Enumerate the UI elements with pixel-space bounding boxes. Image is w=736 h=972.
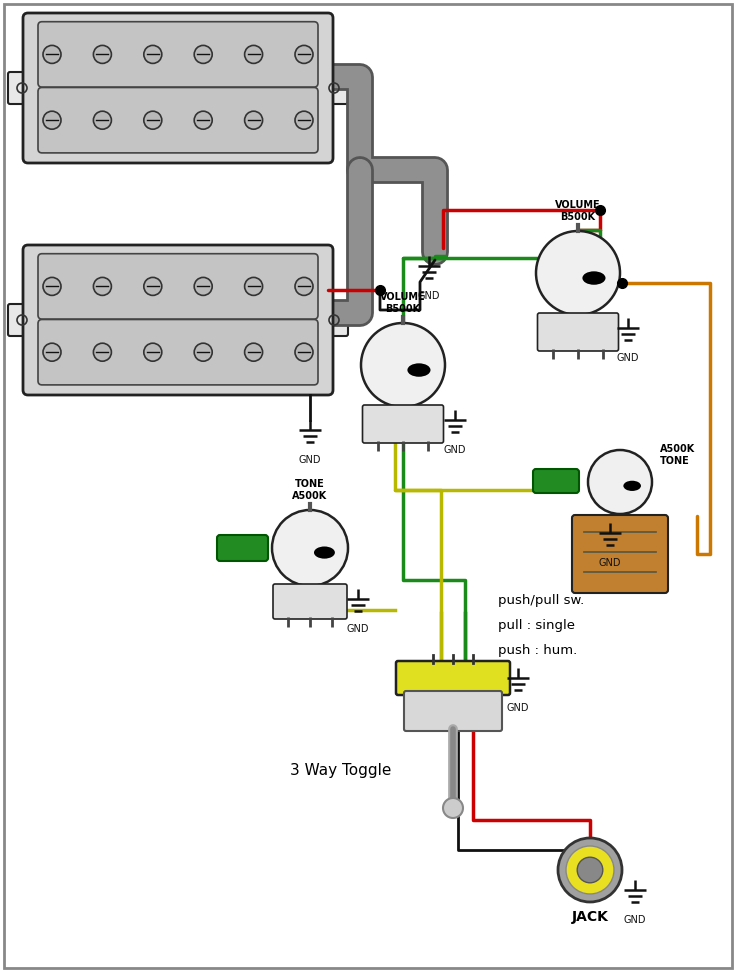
Circle shape [244,343,263,362]
FancyBboxPatch shape [23,13,333,163]
FancyBboxPatch shape [23,245,333,395]
FancyBboxPatch shape [273,584,347,619]
Circle shape [194,343,212,362]
FancyBboxPatch shape [217,535,268,561]
Circle shape [194,46,212,63]
Ellipse shape [314,546,335,559]
Text: GND: GND [599,558,621,568]
Circle shape [295,111,313,129]
Circle shape [536,231,620,315]
Text: GND: GND [347,624,369,634]
FancyBboxPatch shape [572,515,668,593]
Text: push/pull sw.: push/pull sw. [498,594,584,607]
Ellipse shape [582,271,606,285]
Text: GND: GND [623,915,646,925]
Circle shape [43,277,61,295]
Circle shape [43,46,61,63]
FancyBboxPatch shape [537,313,618,351]
Circle shape [244,46,263,63]
Circle shape [93,343,111,362]
FancyBboxPatch shape [38,87,318,153]
Circle shape [361,323,445,407]
Circle shape [295,277,313,295]
Circle shape [558,838,622,902]
Text: JACK: JACK [572,910,609,924]
FancyBboxPatch shape [320,304,348,336]
Text: GND: GND [418,291,440,301]
FancyBboxPatch shape [8,304,36,336]
FancyBboxPatch shape [404,691,502,731]
Ellipse shape [623,481,641,491]
Circle shape [43,343,61,362]
Circle shape [295,343,313,362]
FancyBboxPatch shape [38,254,318,319]
Text: GND: GND [507,703,529,713]
Circle shape [577,857,603,883]
Circle shape [295,46,313,63]
FancyBboxPatch shape [533,469,579,493]
Circle shape [93,277,111,295]
FancyBboxPatch shape [8,72,36,104]
Text: VOLUME
B500K: VOLUME B500K [555,200,601,222]
FancyBboxPatch shape [363,405,444,443]
Circle shape [43,111,61,129]
Text: TONE
A500K: TONE A500K [292,479,328,501]
Circle shape [93,46,111,63]
Circle shape [244,277,263,295]
Text: GND: GND [444,445,466,455]
Circle shape [194,277,212,295]
Text: 3 Way Toggle: 3 Way Toggle [290,762,392,778]
Circle shape [144,343,162,362]
Circle shape [93,111,111,129]
Circle shape [194,111,212,129]
FancyBboxPatch shape [320,72,348,104]
Text: GND: GND [617,353,640,363]
Circle shape [244,111,263,129]
Text: GND: GND [299,455,321,465]
Circle shape [144,277,162,295]
Text: push : hum.: push : hum. [498,643,577,656]
Circle shape [272,510,348,586]
FancyBboxPatch shape [38,320,318,385]
Circle shape [566,846,614,894]
Circle shape [443,798,463,818]
Text: VOLUME
B500K: VOLUME B500K [381,293,426,314]
FancyBboxPatch shape [38,21,318,87]
Circle shape [588,450,652,514]
Circle shape [144,46,162,63]
Text: A500K
TONE: A500K TONE [660,444,696,466]
Circle shape [144,111,162,129]
Ellipse shape [408,364,431,377]
FancyBboxPatch shape [396,661,510,695]
Text: pull : single: pull : single [498,618,575,632]
